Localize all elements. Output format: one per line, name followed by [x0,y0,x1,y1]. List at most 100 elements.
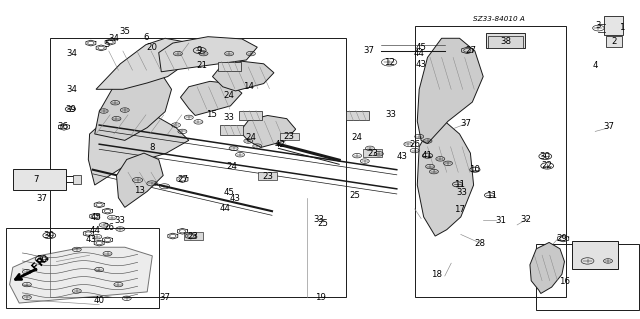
Text: 33: 33 [385,110,396,119]
Bar [50,38,346,297]
Text: 40: 40 [93,296,105,305]
Text: 32: 32 [520,215,532,224]
Text: 12: 12 [383,58,395,67]
Text: 45: 45 [415,43,427,52]
Polygon shape [95,70,172,140]
Text: 11: 11 [454,180,465,189]
Text: 41: 41 [422,151,433,160]
Text: SZ33-84010 A: SZ33-84010 A [473,16,525,21]
Polygon shape [417,38,483,144]
Bar [607,36,622,47]
Polygon shape [212,61,274,91]
Text: 9: 9 [197,46,202,55]
Bar [572,241,618,269]
Text: 23: 23 [262,172,273,181]
Polygon shape [10,247,152,303]
Polygon shape [240,115,296,147]
Text: 23: 23 [188,232,199,241]
Text: 44: 44 [413,49,425,58]
Bar [486,33,525,48]
Text: 37: 37 [36,194,47,203]
Text: 33: 33 [313,215,324,224]
Text: 22: 22 [541,161,553,170]
Text: 19: 19 [315,293,325,302]
Text: 30: 30 [44,231,55,240]
Polygon shape [88,112,189,185]
Text: 24: 24 [351,133,363,142]
Bar [13,169,66,189]
Text: 35: 35 [119,27,131,36]
Text: 15: 15 [205,110,217,119]
Text: 23: 23 [367,149,378,158]
Text: 30: 30 [36,255,47,263]
Text: 6: 6 [143,33,148,42]
Text: 14: 14 [243,82,254,91]
Text: 21: 21 [196,61,207,70]
Text: 45: 45 [223,188,235,197]
Text: 45: 45 [90,213,102,222]
Text: 8: 8 [149,143,154,152]
Text: 25: 25 [349,191,361,200]
Text: 26: 26 [409,140,420,149]
Text: 38: 38 [500,37,511,46]
Text: 23: 23 [284,132,295,141]
Text: 43: 43 [230,194,241,203]
Text: 10: 10 [469,165,481,174]
Polygon shape [417,121,474,236]
Text: 28: 28 [474,239,486,248]
Text: 31: 31 [495,216,506,225]
Text: 39: 39 [65,105,76,114]
Text: 44: 44 [89,226,100,235]
Polygon shape [239,111,262,120]
Text: 5: 5 [105,40,110,48]
Text: 43: 43 [396,152,408,161]
Polygon shape [96,38,192,89]
Polygon shape [159,37,257,72]
Text: 26: 26 [103,223,115,232]
Bar [6,228,159,308]
Text: 37: 37 [604,122,615,130]
Text: 1: 1 [620,23,625,32]
Text: 43: 43 [85,235,97,244]
Text: 13: 13 [134,186,145,195]
Text: 42: 42 [275,140,286,149]
Text: 24: 24 [226,162,237,171]
Text: 2: 2 [612,37,617,46]
Polygon shape [184,232,203,240]
Text: 33: 33 [115,216,126,225]
Text: 27: 27 [177,175,188,184]
Polygon shape [258,172,277,180]
Polygon shape [346,111,369,120]
Polygon shape [530,242,564,293]
Text: 7: 7 [34,175,39,184]
Text: 36: 36 [57,122,68,131]
Text: 37: 37 [460,119,472,128]
Text: 34: 34 [108,34,120,43]
Text: 37: 37 [159,293,171,302]
Text: 11: 11 [486,191,497,200]
Text: 3: 3 [596,21,601,30]
Text: 16: 16 [559,277,570,286]
Polygon shape [363,149,382,157]
Text: 34: 34 [66,85,77,94]
Text: 34: 34 [66,49,77,58]
Text: 25: 25 [317,219,329,228]
Text: 37: 37 [364,46,375,55]
Text: 17: 17 [454,205,465,214]
Text: FR.: FR. [31,252,51,272]
Bar [536,244,639,310]
Text: 33: 33 [456,188,468,197]
Text: 24: 24 [245,133,257,142]
Text: 4: 4 [593,61,598,70]
Text: 43: 43 [415,60,427,69]
Polygon shape [116,153,163,207]
Polygon shape [220,125,243,135]
Text: 20: 20 [147,43,158,52]
Bar [488,36,523,48]
Polygon shape [180,81,242,115]
Text: 30: 30 [540,152,551,161]
Text: 44: 44 [220,204,231,213]
Text: 29: 29 [557,234,567,243]
Bar [415,26,566,297]
Text: 18: 18 [431,271,442,279]
